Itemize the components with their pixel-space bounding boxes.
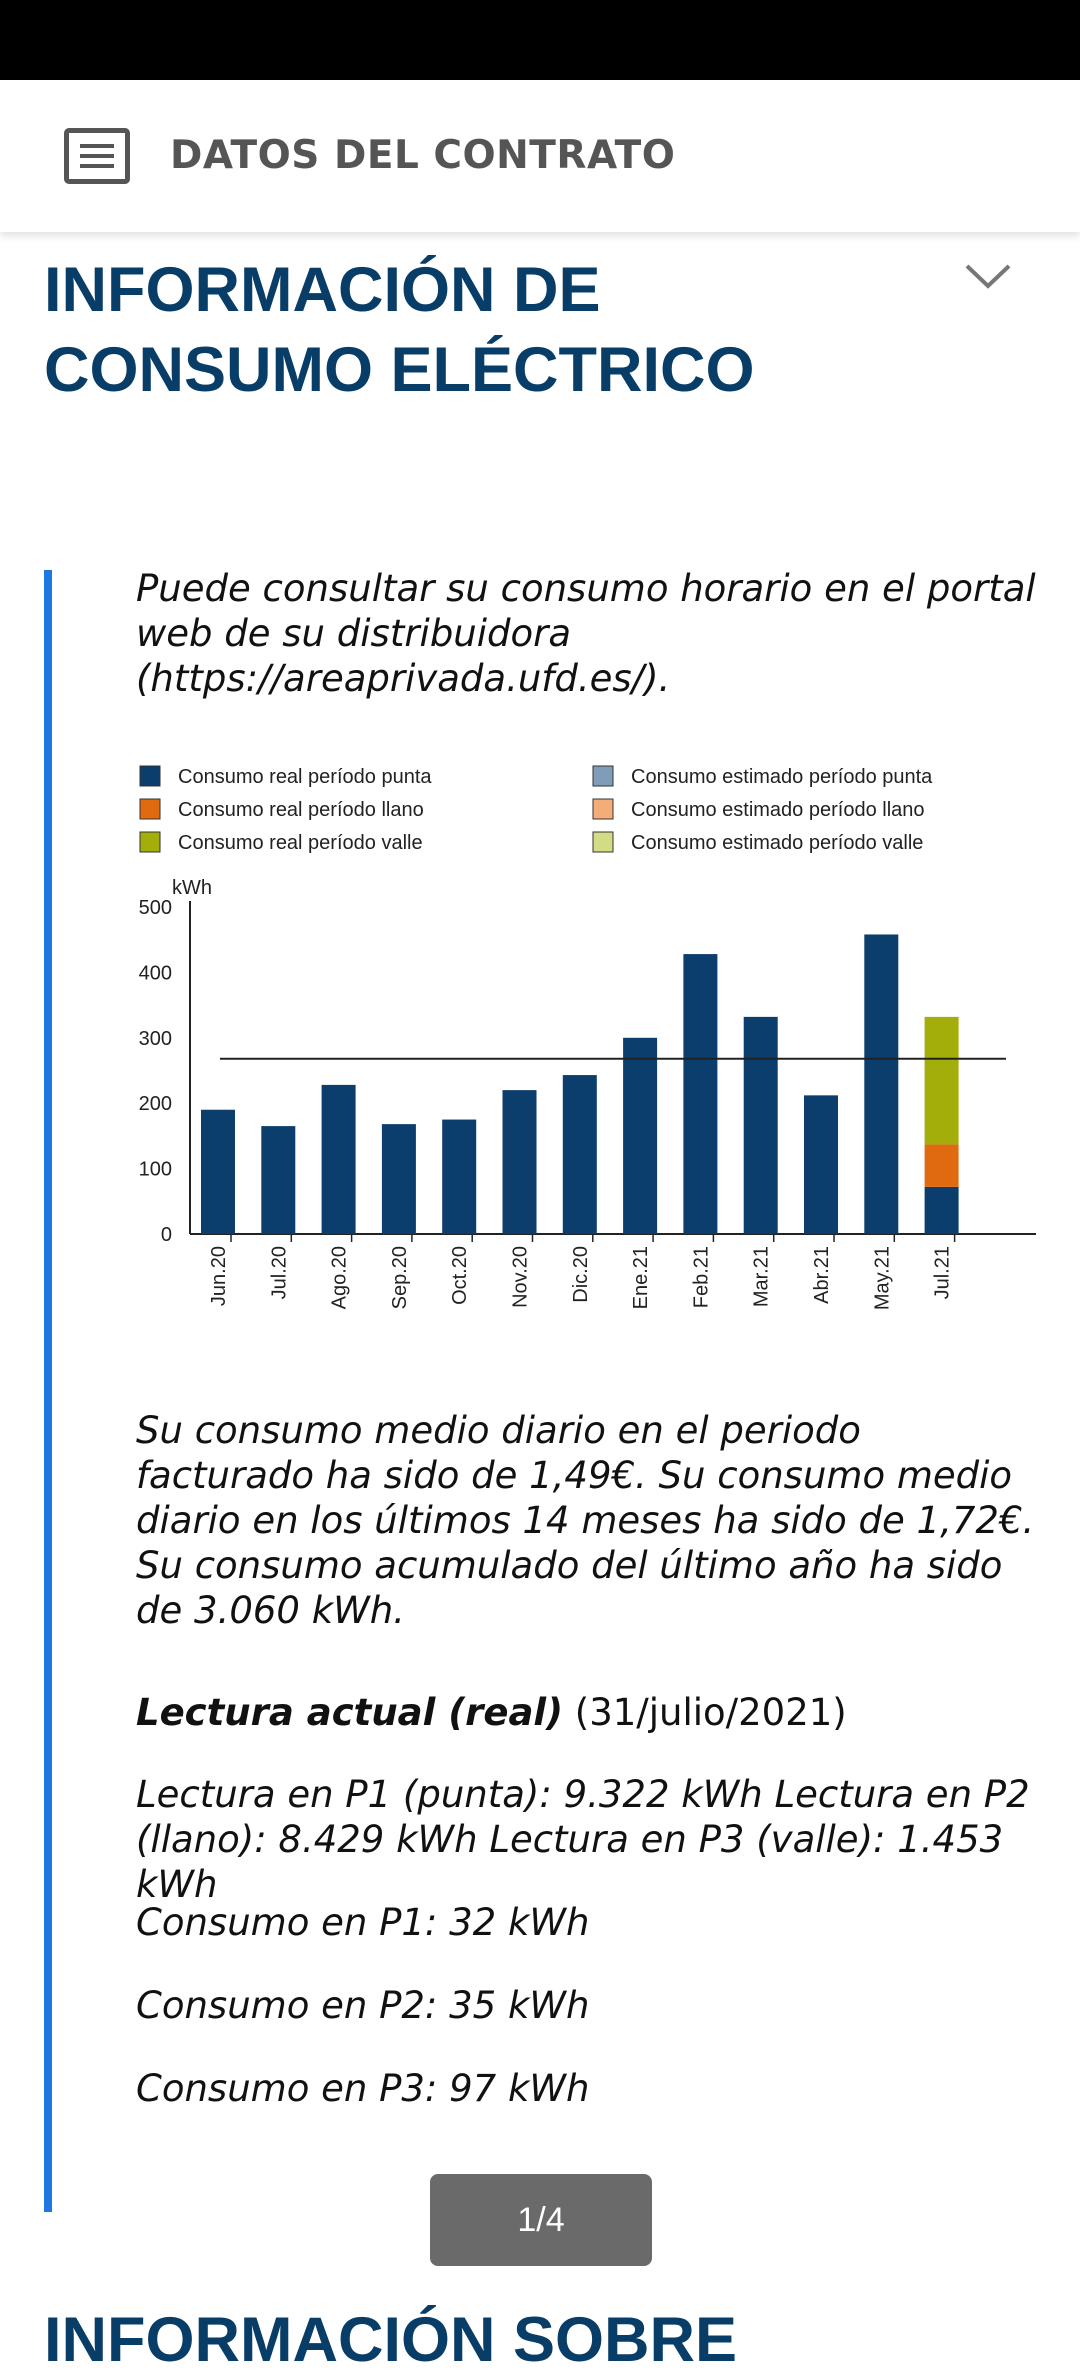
bar-segment [683, 954, 718, 1234]
legend-swatch [139, 765, 161, 787]
bar-segment [321, 1084, 356, 1234]
y-tick-label: 400 [139, 962, 172, 984]
x-tick-label: May.21 [871, 1246, 893, 1310]
bar-segment [864, 934, 899, 1234]
legend-label: Consumo real período punta [178, 766, 432, 788]
section-title-line1: INFORMACIÓN DE [44, 255, 601, 325]
consumption-p3: Consumo en P3: 97 kWh [136, 2067, 590, 2110]
x-tick-label: Nov.20 [510, 1246, 532, 1308]
app-bar: DATOS DEL CONTRATO [0, 80, 1080, 232]
bar-segment [442, 1119, 477, 1234]
x-tick-label: Dic.20 [570, 1246, 592, 1303]
legend-label: Consumo estimado período valle [631, 832, 923, 854]
intro-text: Puede consultar su consumo horario en el… [136, 567, 1036, 700]
legend-label: Consumo estimado período llano [631, 799, 925, 821]
x-tick-label: Sep.20 [389, 1246, 411, 1309]
legend-label: Consumo real período valle [178, 832, 423, 854]
x-tick-label: Jun.20 [208, 1246, 230, 1306]
y-tick-label: 500 [139, 897, 172, 919]
reading-date: (31/julio/2021) [574, 1691, 847, 1734]
bar-segment [261, 1126, 296, 1234]
next-section-title: INFORMACIÓN SOBRE [44, 2305, 737, 2375]
x-tick-label: Ene.21 [630, 1246, 652, 1309]
bar-segment [804, 1095, 838, 1234]
legend-label: Consumo estimado período punta [631, 766, 933, 788]
legend-swatch [592, 798, 614, 820]
x-tick-label: Abr.21 [811, 1246, 833, 1304]
status-bar [0, 0, 1080, 80]
x-tick-label: Ago.20 [329, 1246, 351, 1309]
bar-segment [562, 1075, 597, 1234]
y-tick-label: 100 [139, 1159, 172, 1181]
summary-text: Su consumo medio diario en el periodo fa… [136, 1409, 1035, 1632]
legend-swatch [592, 765, 614, 787]
bar-segment [924, 1144, 959, 1187]
x-tick-label: Jul.21 [932, 1246, 954, 1299]
accent-bar [44, 570, 52, 2212]
x-tick-label: Feb.21 [690, 1246, 712, 1308]
consumption-chart: Consumo real período punta Consumo real p… [128, 750, 1048, 1340]
y-axis-label: kWh [172, 877, 212, 899]
reading-label: Lectura actual (real) [136, 1691, 563, 1734]
x-tick-label: Mar.21 [751, 1246, 773, 1307]
consumption-chart-svg: Consumo real período punta Consumo real p… [139, 765, 1036, 1310]
legend-swatch [139, 831, 161, 853]
x-tick-label: Oct.20 [449, 1246, 471, 1305]
legend-label: Consumo real período llano [178, 799, 424, 821]
legend-swatch [139, 798, 161, 820]
bar-segment [623, 1037, 658, 1234]
page-indicator[interactable]: 1/4 [430, 2174, 652, 2266]
bar-segment [924, 1016, 959, 1145]
menu-list-icon[interactable] [64, 128, 130, 184]
reading-values: Lectura en P1 (punta): 9.322 kWh Lectura… [136, 1773, 1030, 1906]
y-tick-label: 0 [161, 1224, 172, 1246]
y-tick-label: 200 [139, 1093, 172, 1115]
bar-segment [502, 1090, 537, 1234]
chevron-down-icon[interactable] [964, 262, 1012, 290]
x-tick-label: Jul.20 [268, 1246, 290, 1299]
bar-segment [381, 1124, 416, 1234]
consumption-p2: Consumo en P2: 35 kWh [136, 1984, 590, 2027]
consumption-p1: Consumo en P1: 32 kWh [136, 1901, 590, 1944]
legend-swatch [592, 831, 614, 853]
section-title-line2: CONSUMO ELÉCTRICO [44, 335, 755, 405]
reading-heading: Lectura actual (real) (31/julio/2021) [136, 1690, 1036, 1735]
bar-segment [743, 1016, 778, 1234]
bar-segment [924, 1186, 959, 1234]
app-title: DATOS DEL CONTRATO [170, 133, 676, 178]
section-title: INFORMACIÓN DE CONSUMO ELÉCTRICO [44, 250, 944, 410]
y-tick-label: 300 [139, 1028, 172, 1050]
bar-segment [201, 1109, 235, 1234]
